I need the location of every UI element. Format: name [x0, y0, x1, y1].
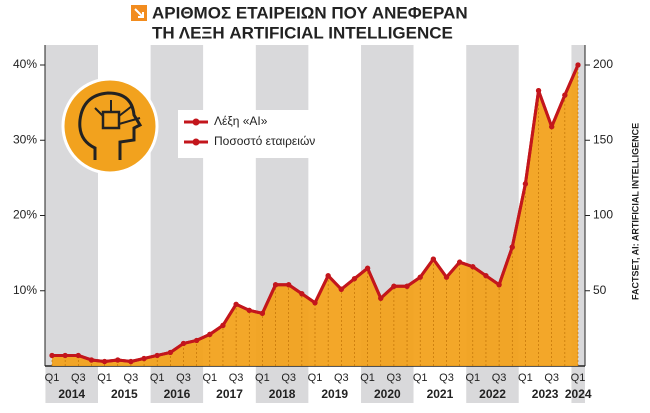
chart-title: ΑΡΙΘΜΟΣ ΕΤΑΙΡΕΙΩΝ ΠΟΥ ΑΝΕΦΕΡΑΝ [152, 3, 468, 22]
point [88, 357, 95, 363]
x-tick-label: Q1 [571, 372, 586, 384]
y-tick-label: 10% [13, 283, 37, 297]
point [299, 291, 305, 297]
y2-tick-label: 100 [593, 208, 613, 222]
legend-label: Λέξη «AI» [214, 114, 268, 128]
point [549, 124, 555, 130]
point [272, 282, 279, 288]
x-tick-label: Q1 [308, 372, 323, 384]
legend [178, 110, 330, 158]
point [470, 264, 476, 270]
legend-dot [192, 118, 200, 126]
x-tick-label: Q1 [360, 372, 375, 384]
year-label: 2014 [58, 387, 85, 401]
point [259, 310, 265, 316]
point [167, 349, 173, 356]
point [351, 276, 358, 282]
point [220, 322, 226, 328]
x-tick-label: Q1 [255, 372, 270, 384]
point [575, 62, 581, 68]
point [141, 355, 147, 362]
point [378, 295, 384, 301]
source: FACTSET, AI: ARTIFICIAL INTELLIGENCE [630, 123, 640, 300]
point [562, 92, 568, 98]
x-tick-label: Q1 [465, 372, 480, 384]
point [391, 283, 397, 289]
year-label: 2024 [565, 387, 592, 401]
x-tick-label: Q3 [439, 372, 454, 384]
y-tick-label: 40% [13, 57, 37, 71]
x-tick-label: Q3 [124, 372, 139, 384]
x-tick-label: Q3 [387, 372, 402, 384]
icon [61, 77, 159, 175]
y2-tick-label: 150 [593, 132, 613, 146]
point [49, 352, 55, 359]
year-label: 2023 [532, 387, 559, 401]
x-tick-label: Q3 [229, 372, 244, 384]
point [75, 352, 81, 359]
x-tick-label: Q1 [518, 372, 533, 384]
point [365, 265, 371, 271]
point [430, 256, 436, 262]
y-tick-label: 30% [13, 132, 37, 146]
year-label: 2021 [427, 387, 454, 401]
point [128, 358, 134, 365]
point [286, 282, 292, 288]
point [509, 244, 515, 250]
point [62, 352, 68, 359]
point [194, 337, 200, 344]
point [102, 358, 108, 365]
point [443, 274, 450, 280]
y-tick-label: 20% [13, 208, 37, 222]
x-tick-label: Q3 [334, 372, 349, 384]
x-tick-label: Q1 [45, 372, 60, 384]
year-label: 2022 [479, 387, 506, 401]
point [338, 286, 344, 292]
point [496, 282, 502, 288]
x-tick-label: Q1 [150, 372, 165, 384]
x-tick-label: Q3 [544, 372, 559, 384]
x-tick-label: Q1 [202, 372, 217, 384]
point [207, 331, 213, 337]
point [417, 274, 423, 280]
year-label: 2018 [269, 387, 296, 401]
y2-tick-label: 50 [593, 283, 607, 297]
point [457, 259, 463, 265]
year-label: 2017 [216, 387, 243, 401]
point [522, 181, 529, 187]
point [535, 87, 542, 94]
point [325, 273, 331, 279]
point [404, 283, 410, 289]
area [52, 65, 578, 366]
year-label: 2019 [321, 387, 348, 401]
x-tick-label: Q1 [97, 372, 112, 384]
point [312, 300, 318, 306]
legend-dot [192, 138, 200, 146]
point [233, 301, 239, 307]
y2-tick-label: 200 [593, 57, 613, 71]
x-tick-label: Q3 [492, 372, 507, 384]
point [180, 340, 187, 347]
point [483, 273, 489, 279]
title-arrow [134, 8, 144, 18]
year-label: 2015 [111, 387, 138, 401]
x-tick-label: Q1 [413, 372, 428, 384]
year-label: 2016 [164, 387, 191, 401]
point [154, 352, 160, 359]
x-tick-label: Q3 [71, 372, 86, 384]
point [246, 307, 252, 313]
x-tick-label: Q3 [281, 372, 296, 384]
year-label: 2020 [374, 387, 401, 401]
x-tick-label: Q3 [176, 372, 191, 384]
point [115, 357, 121, 363]
legend-label: Ποσοστό εταιρειών [214, 134, 315, 148]
chart-title: ΤΗ ΛΕΞΗ ARTIFICIAL INTELLIGENCE [152, 23, 453, 42]
